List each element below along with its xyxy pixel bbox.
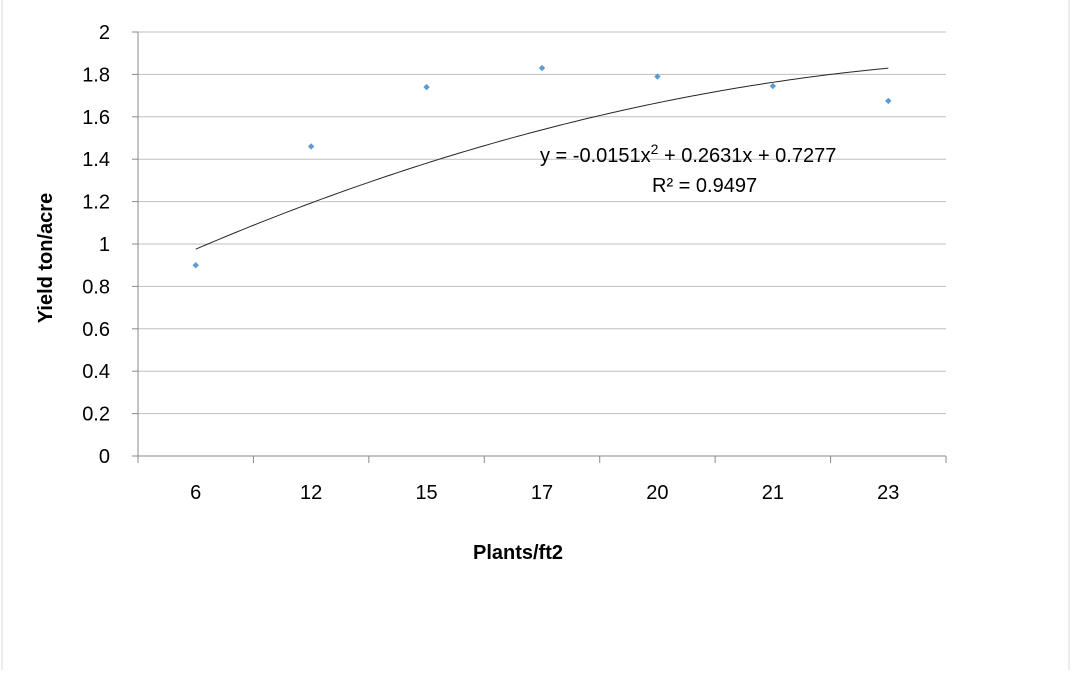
y-tick-label: 0.8 — [82, 276, 110, 298]
x-tick-label: 12 — [300, 482, 322, 504]
y-tick-label: 1.6 — [82, 107, 110, 129]
axes — [132, 31, 947, 463]
y-tick-label: 1 — [99, 234, 110, 256]
x-tick-label: 20 — [646, 482, 668, 504]
polynomial-trendline — [195, 67, 889, 250]
tick-labels: 0 0.2 0.4 0.6 0.8 1 1.2 1.4 1.6 1.8 2 6 12 15 17 20 21 23 — [82, 22, 899, 504]
data-point — [423, 83, 430, 91]
data-point — [885, 97, 892, 105]
trendline-equation: y = -0.0151x2 + 0.2631x + 0.7277 — [540, 141, 836, 167]
data-point — [654, 73, 661, 80]
y-tick-label: 0.4 — [82, 361, 110, 383]
data-point — [192, 262, 199, 269]
y-axis-title: Yield ton/acre — [35, 193, 57, 323]
x-tick-label: 21 — [762, 482, 784, 504]
y-tick-label: 0.2 — [82, 404, 110, 426]
data-point — [538, 64, 546, 72]
y-tick-label: 1.8 — [82, 64, 110, 86]
y-tick-label: 0 — [99, 446, 110, 468]
x-axis-title: Plants/ft2 — [473, 542, 563, 564]
y-tick-label: 1.2 — [82, 192, 110, 214]
trendline-equation-prefix: y = -0.0151x — [540, 145, 651, 167]
gridlines — [138, 31, 946, 415]
x-tick-label: 15 — [415, 482, 437, 504]
trendline-equation-exponent: 2 — [651, 141, 659, 157]
trendline-r-squared: R² = 0.9497 — [652, 175, 757, 197]
data-point — [769, 82, 777, 90]
data-point — [307, 143, 315, 150]
x-tick-label: 23 — [877, 482, 899, 504]
trendline-equation-suffix: + 0.2631x + 0.7277 — [658, 145, 836, 167]
x-tick-label: 6 — [190, 482, 201, 504]
x-tick-label: 17 — [531, 482, 553, 504]
trendline-group — [195, 67, 889, 250]
data-points — [192, 64, 892, 269]
y-tick-label: 0.6 — [82, 319, 110, 341]
y-tick-label: 1.4 — [82, 149, 110, 171]
y-tick-label: 2 — [99, 22, 110, 44]
